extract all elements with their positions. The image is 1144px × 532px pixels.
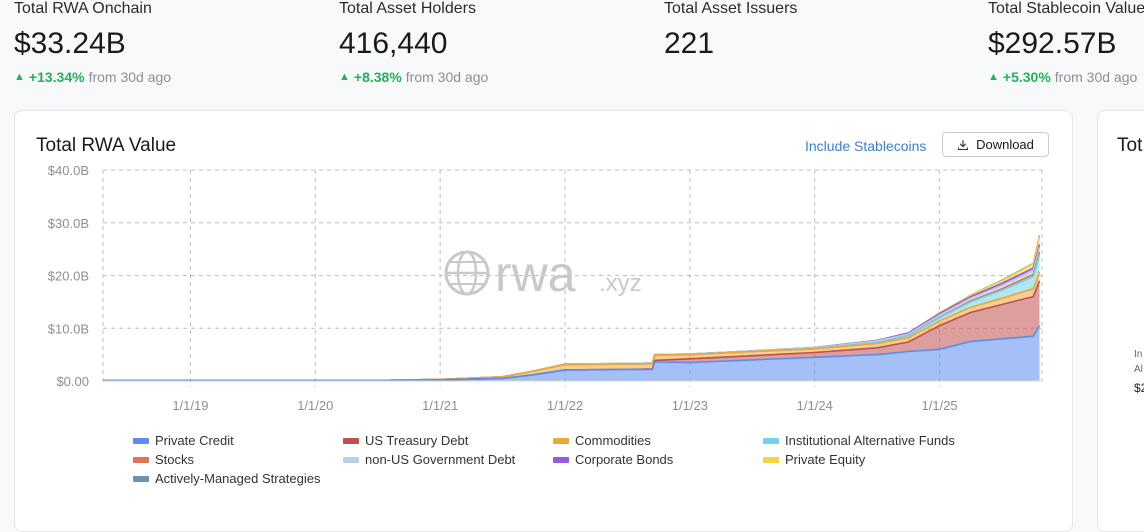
line-private-credit <box>103 325 1041 382</box>
legend-swatch <box>133 437 149 444</box>
change-percent: +13.34% <box>28 69 85 85</box>
legend-label: US Treasury Debt <box>365 433 469 448</box>
legend-label: Corporate Bonds <box>575 452 674 467</box>
chart-axes: $0.00 $10.0B $20.0B $30.0B $40.0B 1/1/19 1/1/2… <box>48 163 1042 411</box>
legend-item[interactable]: Corporate Bonds <box>553 452 673 467</box>
up-arrow-icon: ▲ <box>14 71 25 83</box>
legend-swatch <box>763 437 779 444</box>
x-tick-label: 1/1/19 <box>172 398 208 411</box>
stat-asset-issuers: Total Asset Issuers 221 <box>664 0 797 61</box>
area-us-treasury-debt <box>103 280 1040 381</box>
y-tick-label: $0.00 <box>56 374 89 389</box>
up-arrow-icon: ▲ <box>339 71 350 83</box>
change-percent: +8.38% <box>353 69 402 85</box>
area-private-credit <box>103 325 1040 381</box>
globe-icon <box>444 250 490 296</box>
legend-item[interactable]: Commodities <box>553 433 651 448</box>
rwa-area-chart[interactable]: rwa .xyz $0.00 $10.0B $20.0B $30.0B $40.0B 1/… <box>15 111 1072 411</box>
stat-value: 221 <box>664 27 715 60</box>
stat-asset-holders: Total Asset Holders 416,440 ▲ +8.38% fro… <box>339 0 488 85</box>
second-card-title: Tot <box>1117 135 1143 156</box>
legend-label: Commodities <box>575 433 651 448</box>
legend-item[interactable]: non-US Government Debt <box>343 452 515 467</box>
y-tick-label: $20.0B <box>48 269 89 284</box>
stat-value: 416,440 <box>339 27 448 60</box>
legend-swatch <box>343 456 359 463</box>
legend-label: Institutional Alternative Funds <box>785 433 955 448</box>
download-button[interactable]: Download <box>942 132 1049 157</box>
second-card-text: In <box>1134 349 1143 360</box>
watermark-suffix: .xyz <box>599 270 642 297</box>
x-tick-label: 1/1/21 <box>422 398 458 411</box>
chart-areas <box>103 235 1041 382</box>
second-card-text: Al <box>1134 364 1143 375</box>
legend-label: Stocks <box>155 452 195 467</box>
x-tick-label: 1/1/20 <box>297 398 333 411</box>
legend-swatch <box>553 456 569 463</box>
stat-label: Total RWA Onchain <box>14 0 152 17</box>
legend-swatch <box>553 437 569 444</box>
legend-item[interactable]: Private Equity <box>763 452 865 467</box>
change-period: from 30d ago <box>1054 69 1138 85</box>
change-period: from 30d ago <box>405 69 489 85</box>
chart-grid <box>102 169 1043 387</box>
legend-item[interactable]: US Treasury Debt <box>343 433 468 448</box>
legend-item[interactable]: Institutional Alternative Funds <box>763 433 955 448</box>
legend-swatch <box>133 475 149 482</box>
stat-value: $292.57B <box>988 27 1117 60</box>
legend-item[interactable]: Actively-Managed Strategies <box>133 471 320 486</box>
y-tick-label: $10.0B <box>48 321 89 336</box>
legend-label: Actively-Managed Strategies <box>155 471 321 486</box>
stat-change: ▲ +5.30% from 30d ago <box>988 69 1144 85</box>
legend-swatch <box>343 437 359 444</box>
y-tick-label: $40.0B <box>48 163 89 178</box>
up-arrow-icon: ▲ <box>988 71 999 83</box>
x-tick-label: 1/1/25 <box>922 398 958 411</box>
watermark-text: rwa <box>495 246 576 302</box>
total-rwa-value-card: Total RWA Value Include Stablecoins Down… <box>14 110 1073 532</box>
legend-swatch <box>763 456 779 463</box>
download-label: Download <box>976 137 1034 152</box>
stat-value: $33.24B <box>14 27 126 60</box>
y-tick-label: $30.0B <box>48 216 89 231</box>
stat-label: Total Stablecoin Value <box>988 0 1144 17</box>
stat-stablecoin-value: Total Stablecoin Value $292.57B ▲ +5.30%… <box>988 0 1144 85</box>
stat-total-rwa: Total RWA Onchain $33.24B ▲ +13.34% from… <box>14 0 171 85</box>
chart-title: Total RWA Value <box>36 135 177 156</box>
x-tick-label: 1/1/24 <box>797 398 833 411</box>
x-tick-label: 1/1/22 <box>547 398 583 411</box>
legend-label: non-US Government Debt <box>365 452 516 467</box>
include-stablecoins-link[interactable]: Include Stablecoins <box>805 138 927 154</box>
legend-label: Private Equity <box>785 452 866 467</box>
change-percent: +5.30% <box>1002 69 1051 85</box>
legend-item[interactable]: Private Credit <box>133 433 234 448</box>
second-card: Tot In Al $2 <box>1097 110 1144 532</box>
legend-label: Private Credit <box>155 433 234 448</box>
stat-change: ▲ +13.34% from 30d ago <box>14 69 171 85</box>
stat-label: Total Asset Holders <box>339 0 476 17</box>
legend-swatch <box>133 456 149 463</box>
change-period: from 30d ago <box>88 69 172 85</box>
second-card-text: $2 <box>1134 381 1144 395</box>
stat-label: Total Asset Issuers <box>664 0 798 17</box>
rwa-watermark: rwa .xyz <box>444 246 642 302</box>
x-tick-label: 1/1/23 <box>672 398 708 411</box>
legend-item[interactable]: Stocks <box>133 452 194 467</box>
download-icon <box>958 139 969 150</box>
stat-change: ▲ +8.38% from 30d ago <box>339 69 488 85</box>
